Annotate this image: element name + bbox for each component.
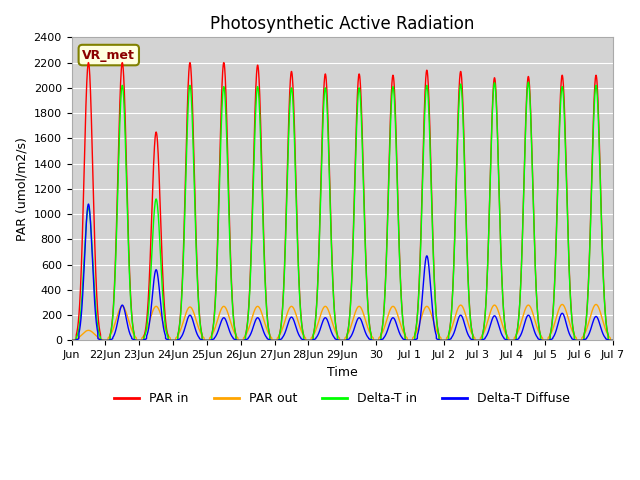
X-axis label: Time: Time — [327, 366, 358, 379]
Text: VR_met: VR_met — [83, 48, 135, 61]
Legend: PAR in, PAR out, Delta-T in, Delta-T Diffuse: PAR in, PAR out, Delta-T in, Delta-T Dif… — [109, 387, 575, 410]
Y-axis label: PAR (umol/m2/s): PAR (umol/m2/s) — [15, 137, 28, 241]
Title: Photosynthetic Active Radiation: Photosynthetic Active Radiation — [210, 15, 474, 33]
